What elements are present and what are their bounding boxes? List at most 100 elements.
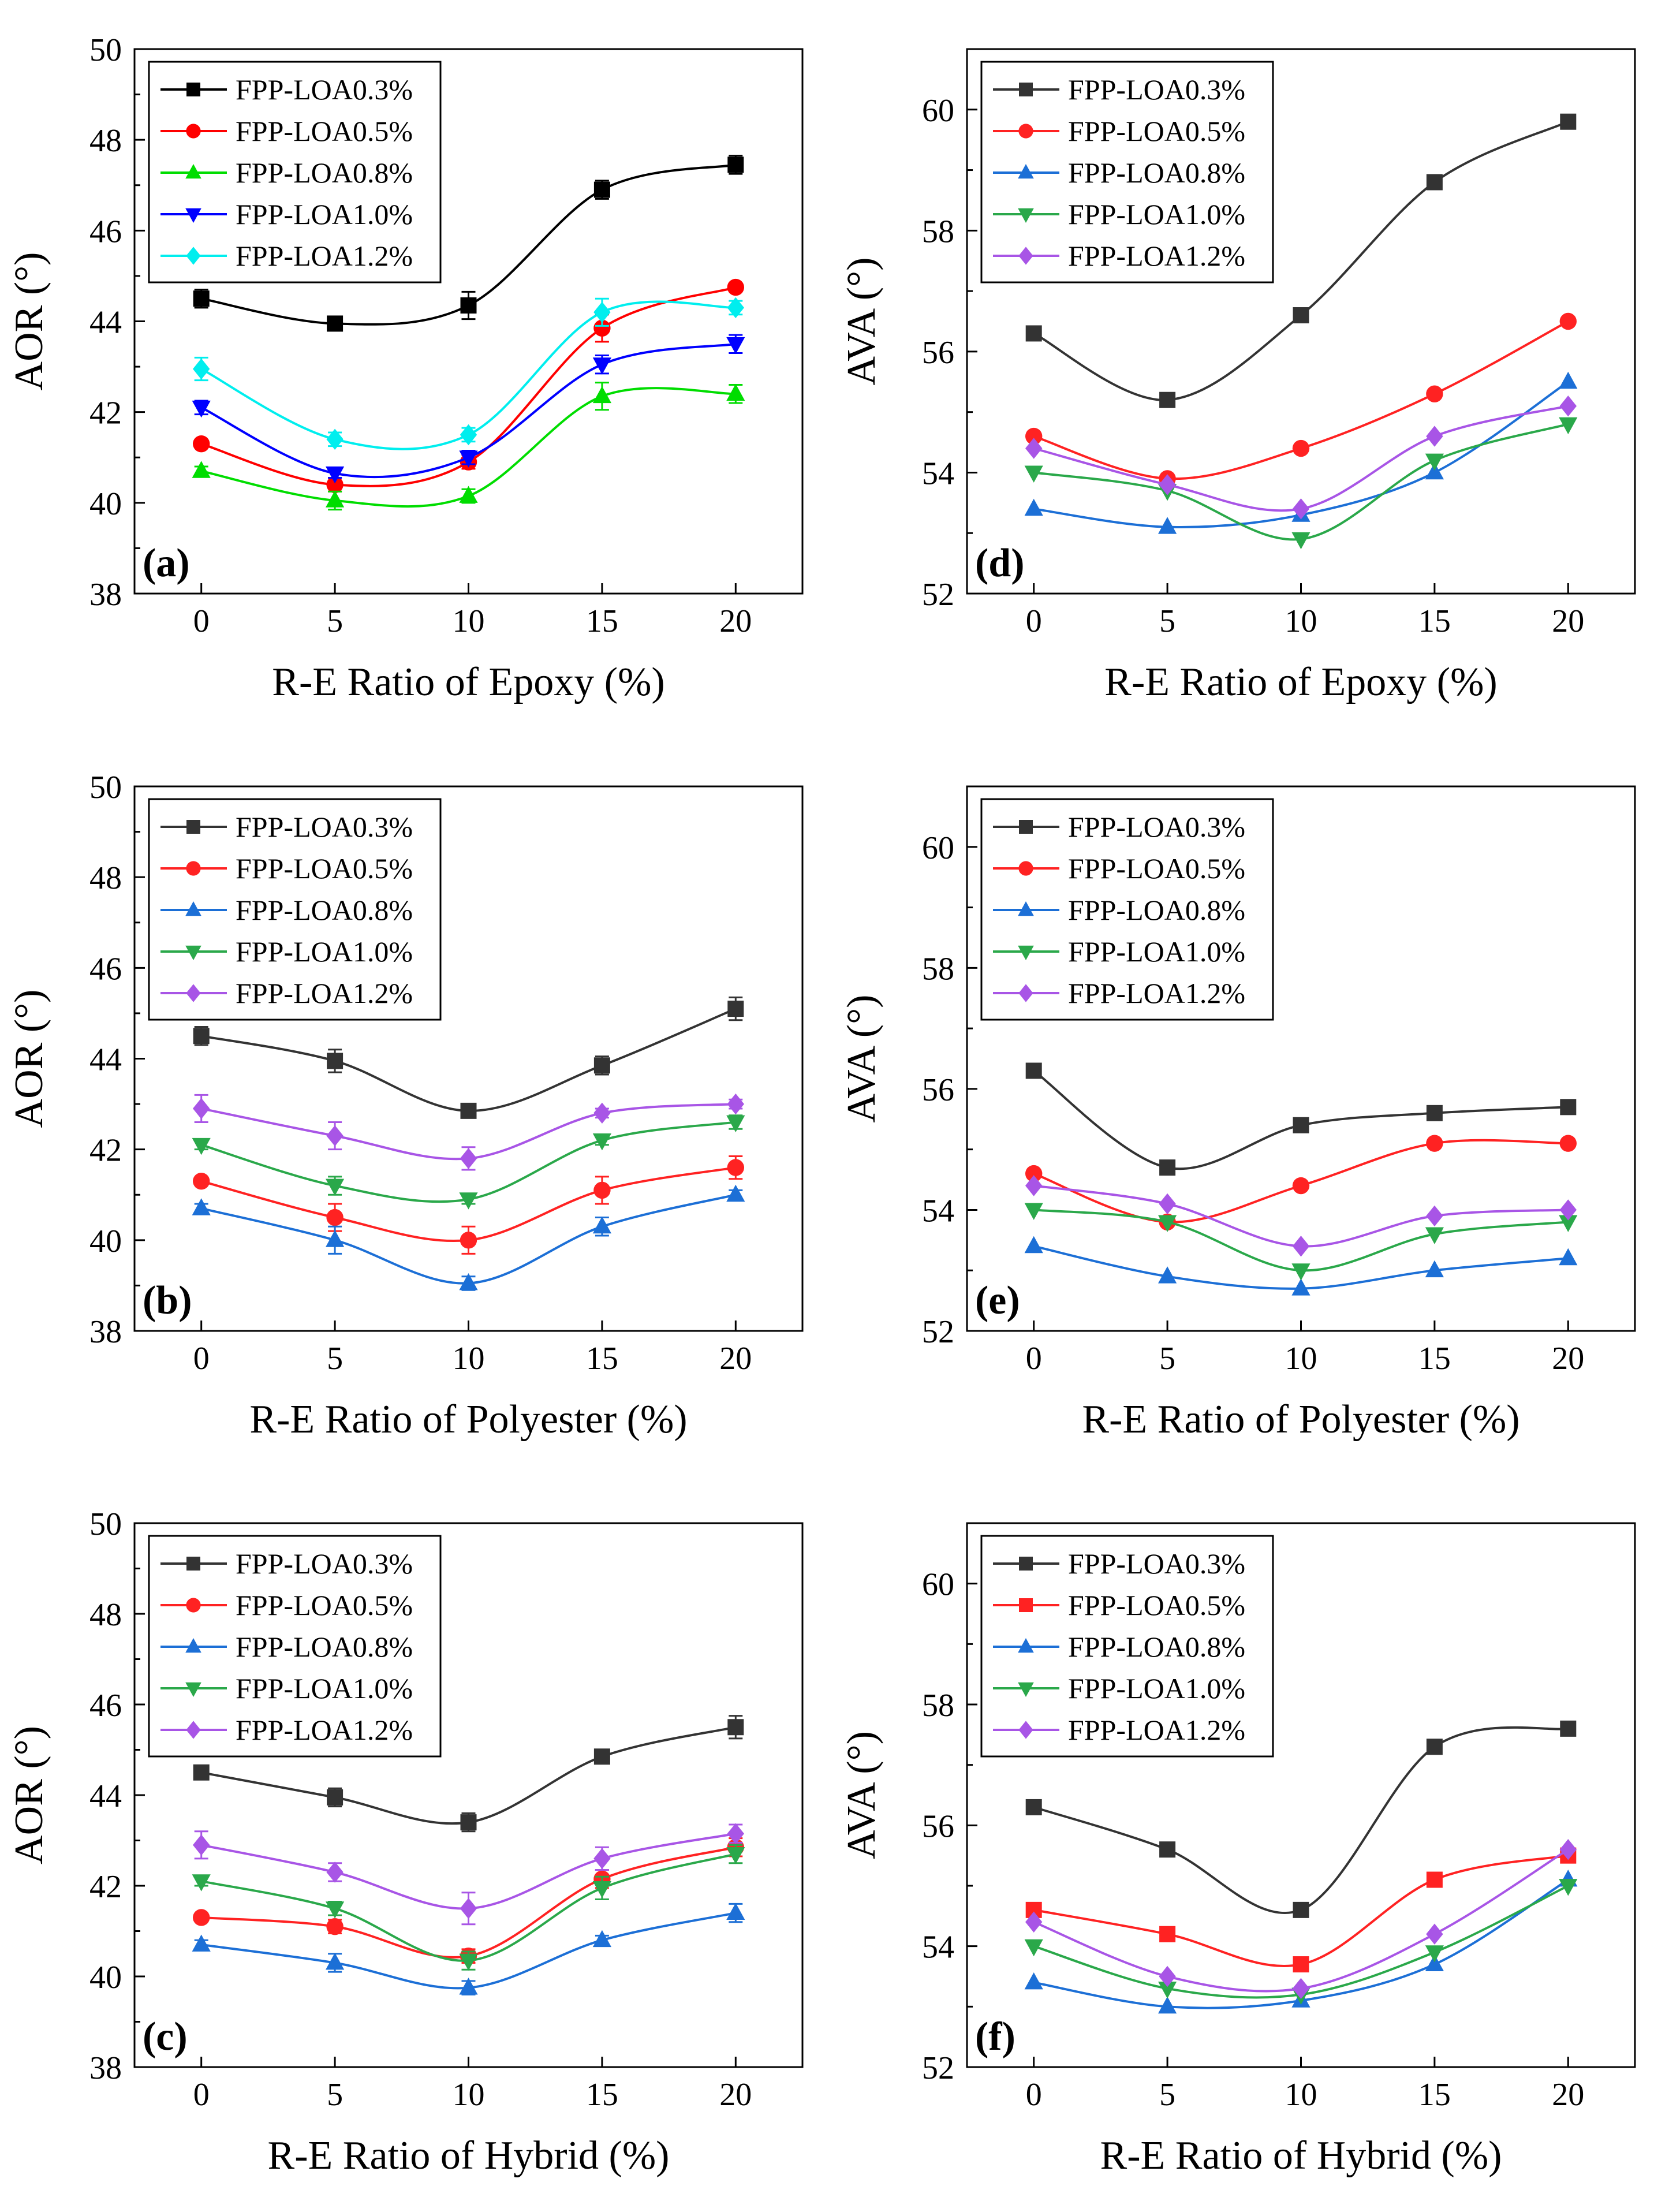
legend-marker [185, 164, 201, 179]
y-tick-label: 60 [922, 830, 954, 866]
y-tick-label: 60 [922, 93, 954, 129]
data-point [192, 1198, 211, 1215]
data-point [192, 1934, 211, 1952]
legend-marker [186, 1557, 200, 1571]
x-tick-label: 10 [453, 603, 485, 639]
x-tick-label: 5 [327, 1341, 343, 1377]
data-point [1024, 1939, 1043, 1957]
data-point [1158, 1215, 1177, 1232]
y-tick-label: 42 [89, 1869, 122, 1905]
x-tick-label: 0 [1026, 1341, 1042, 1377]
data-point [460, 1148, 477, 1169]
data-point [193, 1098, 210, 1120]
data-point [1291, 532, 1310, 550]
data-point [1559, 417, 1578, 435]
panel-label: (f) [975, 2015, 1015, 2059]
series-FPP-LOA1.2% [1025, 1839, 1577, 2000]
legend-label: FPP-LOA1.2% [1068, 1714, 1245, 1746]
data-point [593, 301, 611, 323]
data-point [327, 1789, 343, 1806]
legend-label: FPP-LOA0.8% [236, 1631, 413, 1663]
y-tick-label: 56 [922, 1072, 954, 1108]
data-point [726, 337, 745, 355]
y-tick-label: 42 [89, 1133, 122, 1169]
x-axis-title: R-E Ratio of Epoxy (%) [1104, 660, 1497, 704]
data-point [193, 1834, 210, 1856]
y-tick-label: 50 [89, 1506, 122, 1542]
data-point [1559, 1135, 1577, 1152]
data-point [1158, 1266, 1177, 1284]
data-point [1025, 1165, 1043, 1183]
x-axis-title: R-E Ratio of Polyester (%) [249, 1397, 687, 1442]
data-point [326, 466, 345, 484]
legend-label: FPP-LOA0.5% [236, 1589, 413, 1621]
x-tick-label: 10 [453, 2077, 485, 2113]
data-point [460, 1232, 477, 1249]
legend-label: FPP-LOA1.2% [236, 240, 413, 272]
data-point [326, 428, 343, 450]
data-point [459, 1273, 478, 1290]
data-point [726, 383, 745, 401]
data-point [192, 1137, 211, 1155]
chart-panel-b: 0 5 10 15 20 38 40 42 44 46 48 50 R-E Ratio of Polye… [7, 770, 804, 1442]
data-point [1159, 474, 1176, 495]
series-FPP-LOA1.2% [1025, 396, 1577, 520]
data-point [326, 1208, 343, 1226]
data-point [1425, 462, 1444, 480]
y-tick-label: 58 [922, 214, 954, 249]
chart-panel-d: 0 5 10 15 20 52 54 56 58 60 R-E Ratio of Epoxy (%)… [839, 48, 1636, 704]
series-FPP-LOA1.2% [193, 1823, 744, 1926]
legend-label: FPP-LOA0.8% [1068, 894, 1245, 926]
data-point [592, 1881, 611, 1898]
data-point [1158, 1982, 1177, 1999]
data-point [1426, 1923, 1443, 1945]
data-point [1025, 1799, 1042, 1815]
x-tick-label: 10 [453, 1341, 485, 1377]
data-point [593, 1848, 611, 1870]
y-tick-label: 52 [922, 2050, 954, 2086]
legend-label: FPP-LOA0.3% [236, 1547, 413, 1580]
data-point [1425, 1227, 1444, 1244]
series-FPP-LOA1.2% [193, 1093, 744, 1171]
data-point [592, 1133, 611, 1151]
x-tick-label: 10 [1285, 2077, 1317, 2113]
series-line [201, 1008, 737, 1112]
data-point [1559, 1839, 1577, 1860]
y-tick-label: 54 [922, 1193, 954, 1229]
data-point [326, 1230, 345, 1247]
y-tick-label: 48 [89, 123, 122, 159]
data-point [326, 1862, 343, 1883]
data-point [593, 1181, 611, 1199]
y-tick-label: 46 [89, 214, 122, 249]
data-point [193, 1764, 210, 1781]
data-point [1292, 1177, 1310, 1195]
legend-marker [1018, 945, 1034, 960]
series-FPP-LOA1.0% [192, 334, 745, 484]
data-point [1559, 396, 1577, 417]
y-tick-label: 50 [89, 770, 122, 805]
legend-marker [185, 1682, 201, 1697]
series-FPP-LOA0.3% [1025, 1062, 1577, 1176]
legend-marker [1019, 820, 1033, 834]
y-tick-label: 48 [89, 1597, 122, 1633]
legend-marker [185, 1638, 201, 1653]
data-point [1426, 1871, 1443, 1888]
y-tick-label: 58 [922, 1688, 954, 1724]
legend-marker [185, 945, 201, 960]
x-tick-label: 5 [327, 2077, 343, 2113]
x-tick-label: 5 [1159, 603, 1175, 639]
y-tick-label: 52 [922, 1314, 954, 1350]
data-point [192, 461, 211, 478]
x-tick-label: 15 [1418, 2077, 1451, 2113]
data-point [1159, 1193, 1176, 1215]
data-point [726, 1903, 745, 1920]
data-point [460, 1898, 477, 1919]
series-FPP-LOA0.3% [193, 155, 744, 332]
data-point [1559, 1879, 1578, 1896]
data-point [1291, 1278, 1310, 1296]
data-point [1426, 1205, 1443, 1227]
data-point [326, 1953, 345, 1970]
y-tick-label: 44 [89, 1042, 122, 1078]
data-point [1025, 1062, 1042, 1079]
